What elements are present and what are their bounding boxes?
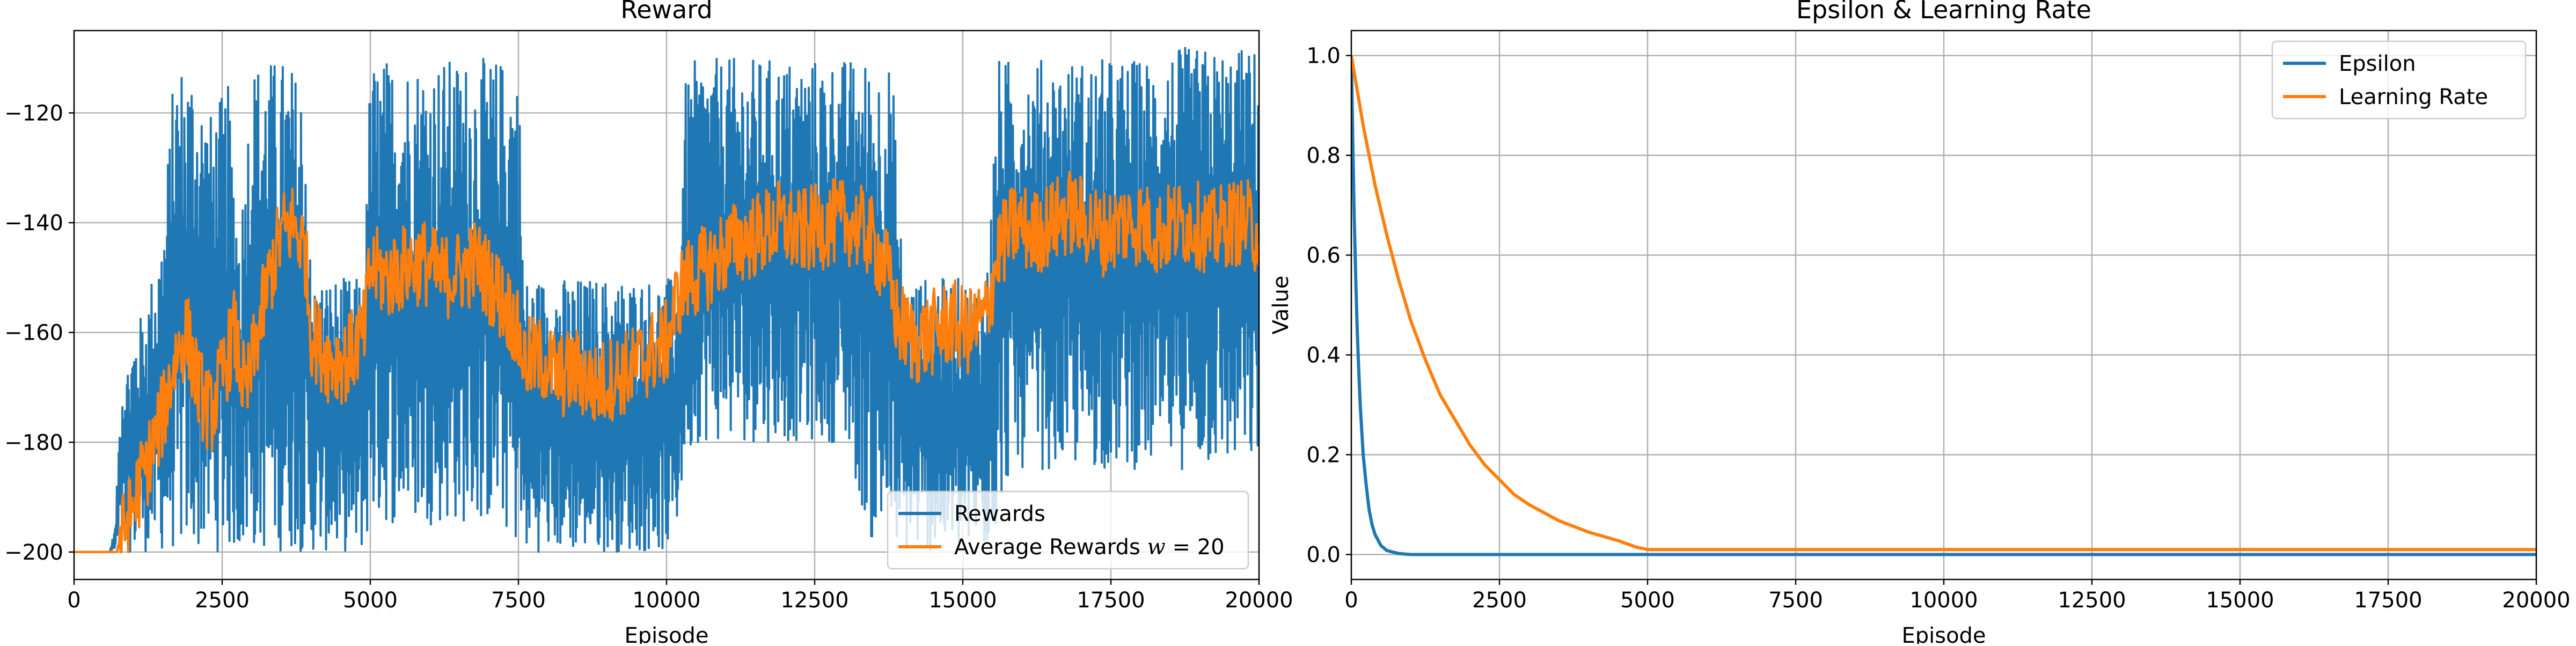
x-tick-label: 10000 — [632, 588, 700, 613]
x-tick-label: 7500 — [491, 588, 546, 613]
x-tick-label: 17500 — [1077, 588, 1145, 613]
x-axis-label: Episode — [1901, 623, 1986, 644]
x-tick-label: 0 — [67, 588, 80, 613]
x-tick-label: 10000 — [1909, 588, 1978, 613]
legend-box — [887, 490, 1249, 570]
legend: Rewards Average Rewards w = 20 — [887, 490, 1249, 570]
series-epsilon-line — [1351, 55, 2536, 556]
y-tick-label: −200 — [4, 540, 63, 565]
y-tick-label: −140 — [4, 211, 63, 236]
series-rewards-line — [74, 47, 1259, 553]
y-tick-label: 0.4 — [1306, 343, 1341, 368]
y-tick-label: −120 — [4, 101, 63, 126]
chart-title: Reward — [620, 0, 712, 24]
chart-title: Epsilon & Learning Rate — [1796, 0, 2091, 24]
epsilon-learning-rate-chart: 0 2500 5000 7500 10000 12500 15000 17500 20000 0.… — [1269, 0, 2571, 646]
x-tick-label: 12500 — [2058, 588, 2126, 613]
y-tick-label: 1.0 — [1306, 44, 1341, 69]
legend-box — [2271, 40, 2527, 120]
x-tick-label: 0 — [1344, 588, 1358, 613]
plot-area — [1351, 55, 2536, 556]
x-tick-label: 17500 — [2354, 588, 2422, 613]
y-tick-label: 0.0 — [1306, 543, 1341, 568]
reward-chart: 0 2500 5000 7500 10000 12500 15000 17500 20000 −2… — [4, 0, 1293, 646]
series-average-rewards-line — [74, 171, 1259, 554]
x-tick-label: 5000 — [1620, 588, 1675, 613]
plot-area — [74, 47, 1259, 554]
legend-label: Epsilon — [2339, 52, 2416, 76]
x-tick-label: 15000 — [928, 588, 997, 613]
x-axis-label: Episode — [624, 623, 708, 644]
y-axis-label: Value — [1269, 276, 1293, 335]
y-tick-label: 0.8 — [1306, 144, 1341, 168]
x-tick-label: 12500 — [780, 588, 848, 613]
x-tick-label: 15000 — [2206, 588, 2274, 613]
y-tick-label: −180 — [4, 430, 63, 455]
legend: Epsilon Learning Rate — [2271, 40, 2527, 120]
x-tick-label: 2500 — [195, 588, 250, 613]
x-tick-label: 2500 — [1472, 588, 1527, 613]
x-tick-label: 20000 — [1225, 588, 1293, 613]
legend-label: Learning Rate — [2339, 85, 2488, 109]
x-tick-label: 20000 — [2502, 588, 2570, 613]
x-tick-label: 5000 — [343, 588, 398, 613]
legend-label: Rewards — [954, 502, 1045, 526]
x-tick-label: 7500 — [1768, 588, 1823, 613]
y-tick-label: 0.6 — [1306, 244, 1341, 268]
series-learning-rate-line — [1351, 55, 2536, 552]
y-tick-label: −160 — [4, 321, 63, 346]
y-tick-label: 0.2 — [1306, 443, 1341, 468]
legend-label: Average Rewards w = 20 — [954, 535, 1225, 560]
